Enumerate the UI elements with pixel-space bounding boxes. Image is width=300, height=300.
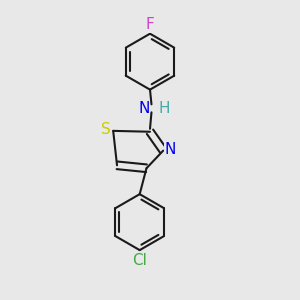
Text: S: S <box>101 122 111 137</box>
Text: N: N <box>138 101 150 116</box>
Text: Cl: Cl <box>132 253 147 268</box>
Text: F: F <box>146 17 154 32</box>
Text: N: N <box>165 142 176 157</box>
Text: H: H <box>159 101 170 116</box>
